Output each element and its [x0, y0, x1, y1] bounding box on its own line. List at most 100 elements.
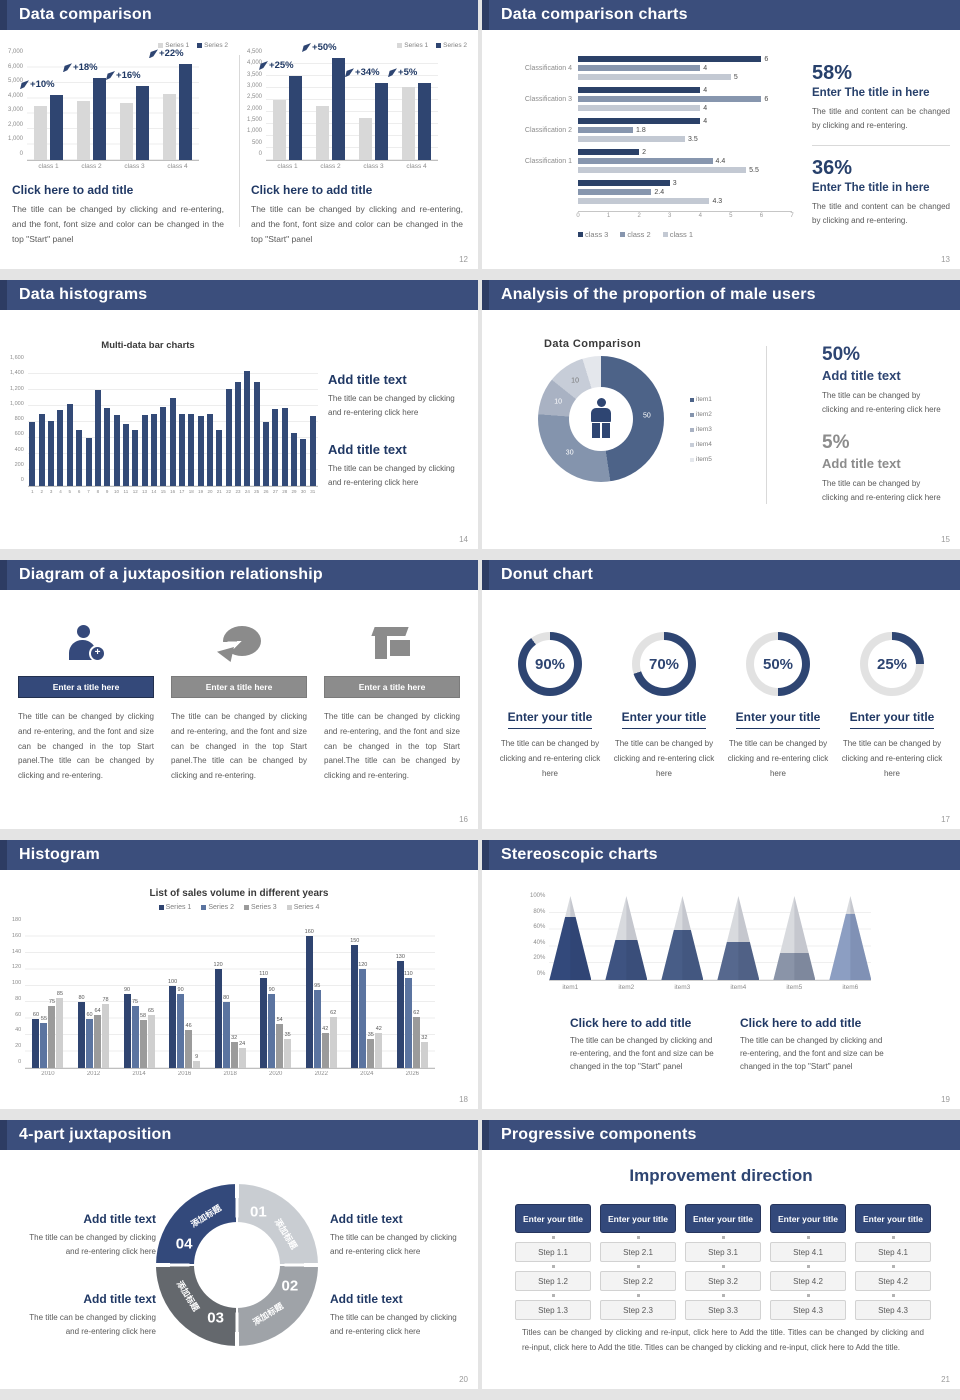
y-tick-label: 40%	[533, 939, 546, 946]
plus-badge-icon: +	[89, 645, 106, 662]
bar: 46	[185, 1023, 193, 1068]
legend-item: Series 2	[197, 42, 228, 49]
slide-16-juxtaposition-diagram[interactable]: Diagram of a juxtaposition relationship …	[0, 560, 478, 829]
y-tick-label: 1,500	[247, 116, 263, 123]
y-tick-label: 5,000	[8, 78, 24, 85]
text-block: Add title text The title can be changed …	[328, 372, 463, 420]
legend-slot: item1 item2 item3 item4 item5	[690, 396, 712, 463]
legend-swatch	[578, 232, 583, 237]
bar: 80	[222, 995, 230, 1068]
male-person-icon	[590, 398, 612, 440]
process-column: Enter your title Step 2.1 Step 2.2 Step 2.3	[600, 1204, 676, 1320]
bar	[66, 404, 73, 486]
bar-group: 150 120 35 42	[350, 920, 383, 1068]
ring-hole: 50%	[754, 640, 802, 688]
bar-group	[66, 358, 73, 486]
ring-hole: 70%	[640, 640, 688, 688]
dart-icon	[388, 68, 398, 78]
bar	[578, 167, 747, 173]
bar-group	[57, 358, 64, 486]
x-tick-label: 18	[188, 489, 194, 494]
page-number: 21	[941, 1375, 950, 1384]
bar-value-label: 46	[185, 1023, 192, 1030]
legend-swatch	[690, 412, 694, 417]
title-bar: Enter a title here	[324, 676, 460, 698]
x-tick-label: item2	[618, 984, 635, 991]
y-tick-label: 1,000	[247, 128, 263, 135]
y-tick-label: 7,000	[8, 49, 24, 55]
bar-group: 110 90 54 35	[259, 920, 292, 1068]
bar-value-label: 90	[268, 987, 275, 993]
bar	[206, 414, 213, 486]
x-tick-label: 12	[132, 489, 138, 494]
x-tick-label: 9	[105, 489, 109, 494]
x-tick-label: 3	[668, 213, 672, 219]
legend-swatch	[201, 905, 207, 910]
slide-20-four-part-juxtaposition[interactable]: 4-part juxtaposition 01 添加标题 02 添加标题 03 添加标题 0…	[0, 1120, 478, 1389]
plot-column: 1 2 3 4 5 6 7 8 9 10 11 12 13 14 15 16 17 18 19 20 21 22 23 24 2…	[27, 358, 318, 494]
category-label: Classification 1	[524, 157, 572, 165]
slide-title-bar: Diagram of a juxtaposition relationship	[0, 560, 478, 590]
block-body: The title can be changed by clicking and…	[330, 1313, 457, 1336]
ring-body: The title can be changed by clicking and…	[841, 739, 943, 779]
bar: 100	[168, 979, 177, 1068]
legend-swatch	[158, 43, 164, 48]
slide-18-histogram[interactable]: Histogram List of sales volume in differ…	[0, 840, 478, 1109]
bar-value-label: 62	[330, 1010, 337, 1017]
y-tick-label: 200	[14, 461, 24, 468]
segment-number: 04	[175, 1235, 193, 1253]
feature-column: Enter a title here The title can be chang…	[171, 618, 307, 784]
slide-12-data-comparison[interactable]: Data comparison Series 1 Series 2 7,000 6,…	[0, 0, 478, 269]
group-bars: 2 4.4 5.5	[578, 149, 759, 174]
ring-body: The title can be changed by clicking and…	[613, 739, 715, 779]
bar	[578, 74, 731, 80]
slide-14-data-histograms[interactable]: Data histograms Multi-data bar charts 1,…	[0, 280, 478, 549]
pct-text: +16%	[116, 69, 141, 81]
ring-title-wrap: Enter your title	[726, 696, 830, 729]
histogram-slot: 1,600 1,400 1,200 1,000 800 600 400 200 0 1 2 3 4 5 6 7…	[10, 355, 318, 494]
ring-percent: 90%	[534, 655, 566, 673]
slide-17-donut-chart[interactable]: Donut chart 90% Enter your title The title…	[482, 560, 960, 829]
legend-swatch	[197, 43, 203, 48]
bar: 64	[94, 1008, 101, 1068]
legend-item: Series 4	[286, 904, 319, 911]
bar-value-label: 80	[223, 995, 230, 1002]
ring-title: Enter your title	[735, 710, 821, 729]
bar	[578, 56, 762, 62]
x-tick-label: 13	[142, 489, 148, 494]
y-tick-label: 4,000	[247, 60, 263, 67]
connector-dot	[551, 1236, 555, 1239]
dart-icon	[345, 68, 355, 78]
bar-group	[76, 358, 83, 486]
x-tick-label: 0	[576, 213, 580, 219]
stat-block: 36% Enter The title in here The title an…	[812, 157, 950, 229]
slide-13-data-comparison-charts[interactable]: Data comparison charts Classification 4 6…	[482, 0, 960, 269]
group-bars: 4 6 4	[578, 87, 768, 112]
ring-hole	[194, 1222, 280, 1308]
legend-item: Series 1	[158, 42, 189, 49]
x-tick-label: class 2	[81, 163, 102, 170]
plot-column: 60 55 75 85 80 60 64 78 90 75 58 65 100 90 46 9 120 80 32 2…	[25, 920, 436, 1077]
stat-heading: Add title text	[822, 455, 901, 471]
bar	[578, 198, 710, 204]
x-tick-label: item1	[562, 984, 579, 991]
dart-icon	[20, 80, 30, 90]
y-tick-label: 800	[14, 416, 24, 422]
slide-title: Progressive components	[501, 1126, 697, 1143]
slide-21-progressive-components[interactable]: Progressive components Improvement direc…	[482, 1120, 960, 1389]
chart-legend: Series 1 Series 2	[247, 42, 475, 49]
legend-label: Series 1	[165, 42, 190, 49]
bar	[77, 100, 91, 160]
step-box: Step 1.2	[515, 1271, 591, 1291]
bar: 54	[276, 1017, 284, 1068]
bar-value-label: 35	[284, 1032, 291, 1039]
bar-value-label: 150	[350, 937, 360, 944]
y-tick-label: 4,000	[8, 92, 24, 99]
x-tick-label: class 3	[124, 163, 145, 170]
bar	[309, 416, 316, 486]
slide-15-male-users-proportion[interactable]: Analysis of the proportion of male users…	[482, 280, 960, 549]
slide-19-stereoscopic-charts[interactable]: Stereoscopic charts 100% 80% 60% 40% 20% 0% it…	[482, 840, 960, 1109]
bar-group	[253, 358, 260, 486]
group-bars: 6 4 5	[578, 56, 768, 81]
